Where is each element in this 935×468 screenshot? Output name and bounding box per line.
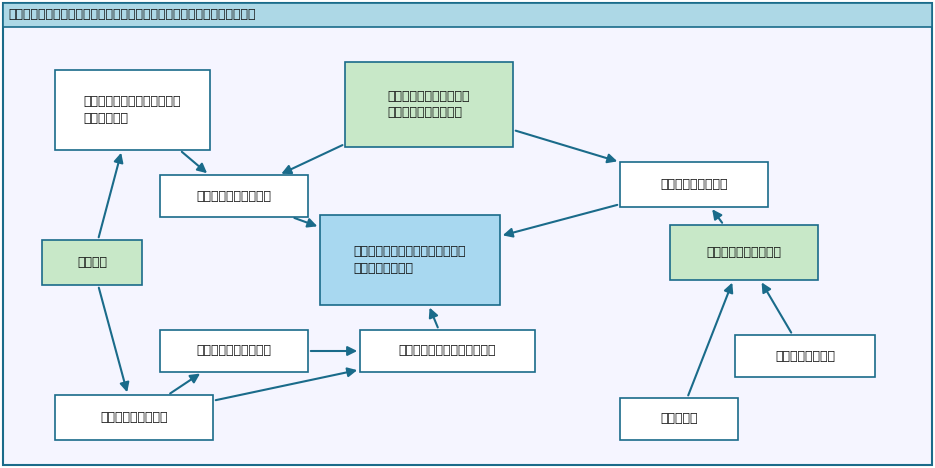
FancyBboxPatch shape xyxy=(735,335,875,377)
Text: 倉庫の照明が暗い: 倉庫の照明が暗い xyxy=(775,350,835,363)
FancyBboxPatch shape xyxy=(345,62,513,147)
Text: 期限切れが近いことを知
らせるシステムがない: 期限切れが近いことを知 らせるシステムがない xyxy=(388,89,470,119)
Text: 課題（大分類）：　　材料の消費期限切れがたびたび発生するのはなぜか: 課題（大分類）： 材料の消費期限切れがたびたび発生するのはなぜか xyxy=(8,8,255,22)
FancyBboxPatch shape xyxy=(55,395,213,440)
Text: 材料の消費期限切れがたびたび発
生するのはなぜか: 材料の消費期限切れがたびたび発 生するのはなぜか xyxy=(353,245,467,275)
Text: 教官不足: 教官不足 xyxy=(77,256,107,269)
FancyBboxPatch shape xyxy=(160,175,308,217)
FancyBboxPatch shape xyxy=(360,330,535,372)
Text: 期限がわかりにくい: 期限がわかりにくい xyxy=(660,178,727,191)
Text: 期限管理意識が低い: 期限管理意識が低い xyxy=(100,411,167,424)
FancyBboxPatch shape xyxy=(670,225,818,280)
FancyBboxPatch shape xyxy=(620,398,738,440)
FancyBboxPatch shape xyxy=(320,215,500,305)
FancyBboxPatch shape xyxy=(3,3,932,465)
Text: 字が小さい: 字が小さい xyxy=(660,412,698,425)
Text: 期限表示が見えにくい: 期限表示が見えにくい xyxy=(707,246,782,259)
Text: どこに期限が書いてあるかわ
かっていない: どこに期限が書いてあるかわ かっていない xyxy=(84,95,181,125)
FancyBboxPatch shape xyxy=(42,240,142,285)
FancyBboxPatch shape xyxy=(160,330,308,372)
FancyBboxPatch shape xyxy=(620,162,768,207)
Text: 管理者がチェックしていない: 管理者がチェックしていない xyxy=(398,344,496,358)
Text: 管理するしくみがない: 管理するしくみがない xyxy=(196,344,271,358)
Text: 期限がわかっていない: 期限がわかっていない xyxy=(196,190,271,203)
FancyBboxPatch shape xyxy=(3,3,932,27)
FancyBboxPatch shape xyxy=(55,70,210,150)
